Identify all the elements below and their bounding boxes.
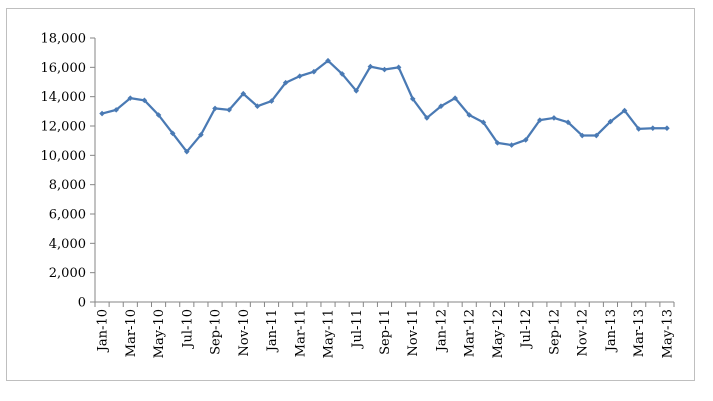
x-tick-label: May-11 — [322, 309, 337, 358]
x-tick-label: May-10 — [152, 309, 167, 358]
x-tick-label: Jul-11 — [350, 309, 365, 350]
data-point — [226, 107, 232, 113]
data-point — [212, 105, 218, 112]
x-tick-label: Jan-11 — [265, 309, 280, 353]
data-point — [155, 112, 162, 118]
data-point — [635, 126, 642, 132]
y-tick-label: 0 — [78, 296, 86, 311]
y-tick-label: 4,000 — [49, 237, 86, 252]
y-tick-label: 6,000 — [49, 208, 86, 223]
data-point — [339, 71, 345, 77]
x-tick-label: Sep-10 — [209, 309, 224, 355]
data-point — [551, 115, 557, 121]
data-point — [282, 79, 289, 86]
y-tick-label: 18,000 — [41, 32, 87, 47]
data-point — [240, 90, 247, 97]
x-tick-label: Jul-10 — [180, 309, 195, 350]
y-axis-ticks: 0 2,000 4,000 6,000 8,000 10,000 12,000 14,000 1… — [41, 32, 95, 311]
data-point — [424, 115, 430, 121]
data-point — [254, 103, 261, 109]
x-tick-label: Mar-13 — [632, 309, 647, 357]
data-point — [438, 103, 444, 109]
data-point — [593, 132, 600, 139]
data-point — [268, 98, 275, 104]
x-tick-label: Jul-12 — [519, 309, 534, 350]
data-point — [311, 68, 317, 75]
x-tick-label: Nov-11 — [406, 309, 421, 356]
data-point — [183, 148, 190, 155]
data-point — [522, 137, 529, 143]
y-tick-label: 2,000 — [49, 266, 86, 281]
data-point — [579, 132, 586, 139]
data-point — [466, 112, 473, 118]
data-point — [494, 140, 501, 146]
x-axis-ticks: Jan-10 Mar-10 May-10 Jul-10 Sep-10 Nov-10 Jan-… — [94, 302, 675, 358]
data-point — [395, 64, 402, 71]
data-point — [607, 118, 614, 125]
data-point — [169, 130, 176, 137]
y-tick-label: 16,000 — [41, 61, 87, 76]
x-tick-label: Nov-10 — [237, 309, 252, 356]
y-tick-label: 8,000 — [49, 178, 86, 193]
data-point — [650, 125, 656, 131]
data-point — [537, 117, 543, 123]
x-tick-label: Nov-12 — [576, 309, 591, 356]
y-tick-label: 14,000 — [41, 90, 87, 105]
y-tick-label: 10,000 — [41, 149, 87, 164]
data-point — [508, 142, 515, 148]
data-point — [664, 125, 670, 131]
data-point — [353, 88, 360, 94]
data-point — [565, 119, 571, 126]
line-chart: 0 2,000 4,000 6,000 8,000 10,000 12,000 14,000 1… — [41, 32, 676, 359]
x-tick-label: Jan-13 — [604, 309, 619, 353]
data-point — [480, 119, 487, 126]
x-tick-label: May-12 — [491, 309, 506, 358]
x-tick-label: Mar-12 — [463, 309, 478, 357]
data-point — [452, 95, 458, 101]
x-tick-label: Mar-10 — [124, 309, 139, 357]
data-point — [99, 110, 105, 117]
data-point — [381, 66, 388, 73]
x-tick-label: Jan-12 — [434, 309, 449, 353]
data-point — [141, 97, 148, 104]
series-layer — [99, 57, 670, 155]
y-tick-label: 12,000 — [41, 120, 87, 135]
chart-frame: 0 2,000 4,000 6,000 8,000 10,000 12,000 14,000 1… — [6, 8, 695, 381]
data-point — [113, 107, 119, 113]
x-tick-label: Jan-10 — [96, 309, 111, 353]
x-tick-label: Mar-11 — [293, 309, 308, 357]
data-point — [325, 57, 331, 64]
x-tick-label: Sep-12 — [547, 309, 562, 355]
x-tick-label: May-13 — [660, 309, 675, 358]
x-tick-label: Sep-11 — [378, 309, 393, 355]
data-point — [621, 107, 628, 114]
data-point — [409, 96, 416, 102]
data-point — [296, 73, 303, 79]
data-point — [127, 95, 134, 101]
